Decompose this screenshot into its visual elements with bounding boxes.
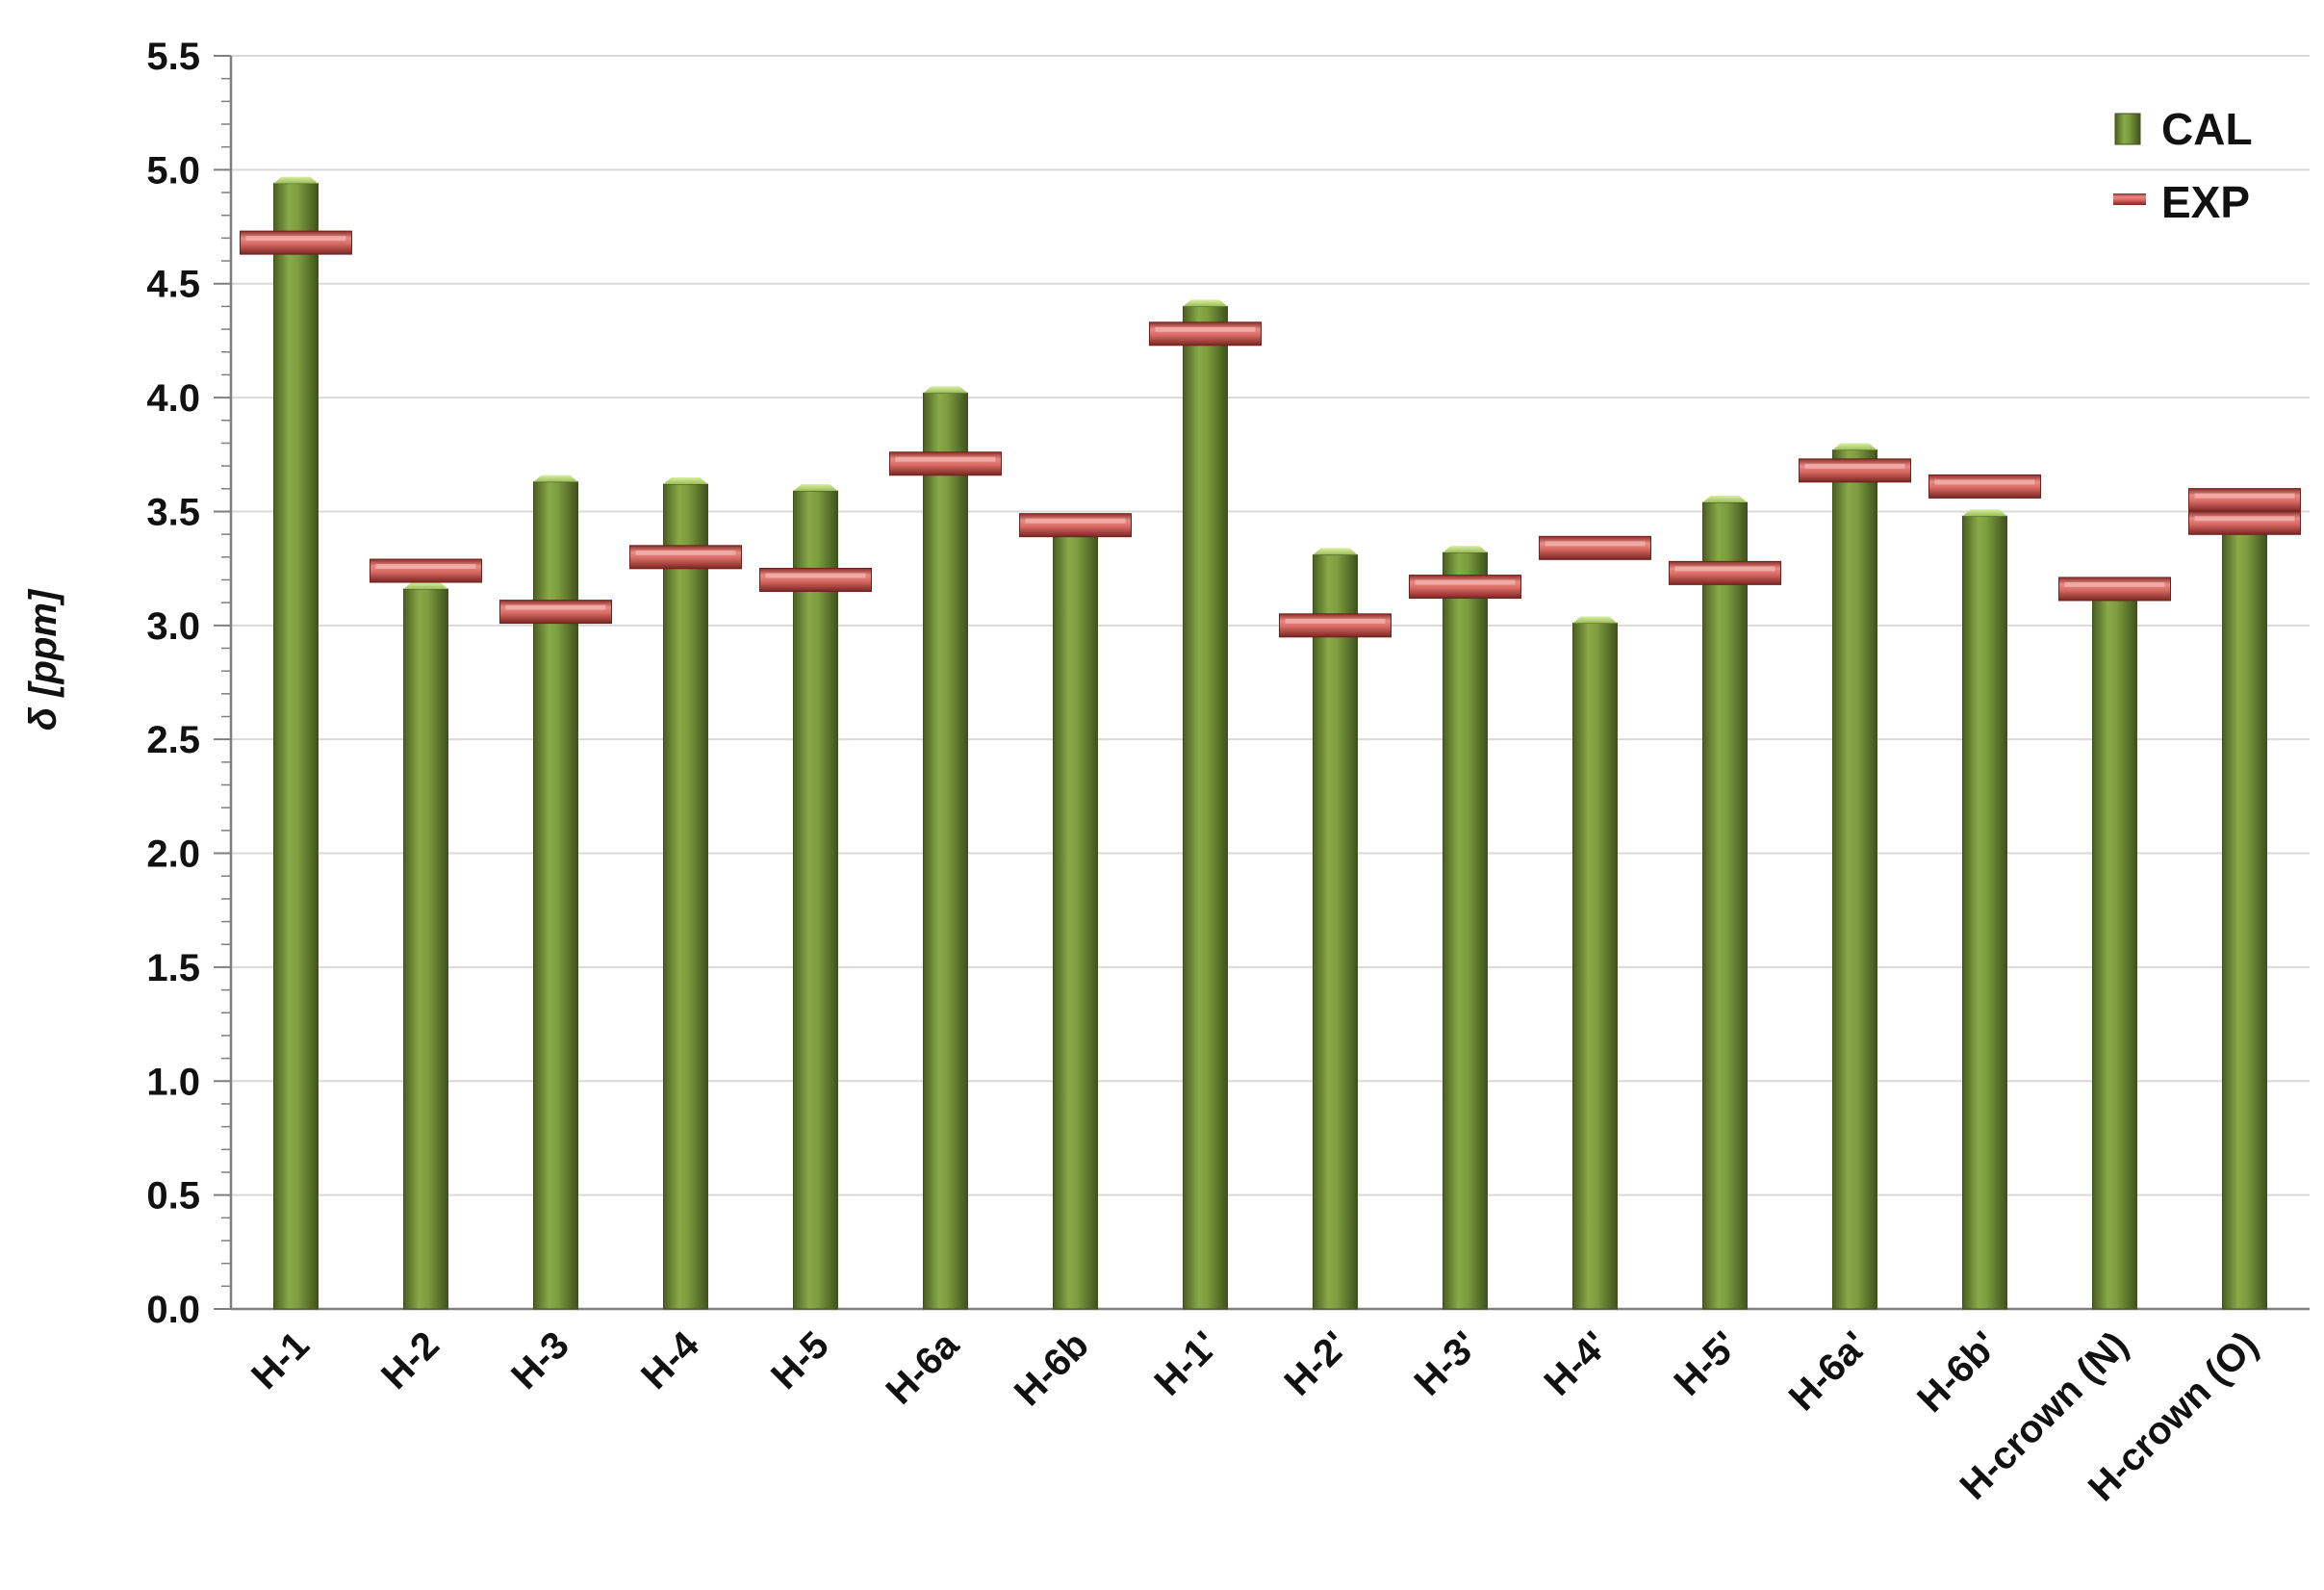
bar-cal <box>1832 449 1877 1310</box>
x-category-label: H-4' <box>1536 1323 1616 1403</box>
marker-exp <box>1669 560 1781 585</box>
marker-exp-highlight <box>1025 518 1126 524</box>
marker-exp <box>240 230 352 255</box>
bar-cal-cap <box>793 484 838 492</box>
y-tick-label: 4.5 <box>146 264 200 306</box>
legend-swatch-exp <box>2113 193 2146 205</box>
y-tick-label: 1.5 <box>146 947 200 989</box>
marker-exp <box>1279 613 1392 638</box>
x-category-label: H-3' <box>1406 1323 1486 1403</box>
y-tick-label: 1.0 <box>146 1061 200 1103</box>
y-axis-title: δ [ppm] <box>22 588 64 731</box>
x-category-label: H-6a <box>878 1323 967 1413</box>
bar-cal <box>1962 515 2007 1310</box>
x-category-label: H-5' <box>1666 1323 1746 1403</box>
marker-exp-highlight <box>765 573 866 578</box>
marker-exp-highlight <box>2194 516 2295 522</box>
marker-exp <box>2188 510 2301 535</box>
marker-exp <box>759 567 872 592</box>
marker-exp <box>370 558 482 583</box>
bar-cal <box>793 490 838 1310</box>
marker-exp-highlight <box>2194 493 2295 499</box>
y-tick-label: 3.0 <box>146 605 200 648</box>
x-category-label: H-2 <box>373 1323 447 1398</box>
bar-cal-cap <box>1183 299 1228 307</box>
bar-cal <box>2222 520 2267 1310</box>
x-category-label: H-1 <box>243 1323 318 1398</box>
marker-exp <box>1928 474 2041 499</box>
marker-exp-highlight <box>1155 326 1256 332</box>
marker-exp-highlight <box>505 604 606 610</box>
marker-exp-highlight <box>1415 579 1516 585</box>
y-tick-label: 0.0 <box>146 1289 200 1331</box>
x-category-label: H-2' <box>1276 1323 1356 1403</box>
x-category-label: H-3 <box>503 1323 577 1398</box>
bar-cal <box>273 183 319 1310</box>
bar-cal <box>2092 597 2137 1310</box>
y-tick-label: 2.5 <box>146 719 200 761</box>
x-category-label: H-6b' <box>1909 1323 2006 1421</box>
marker-exp-highlight <box>1545 541 1646 547</box>
bar-cal <box>403 588 448 1310</box>
bar-cal <box>1183 305 1228 1310</box>
y-tick-label: 0.5 <box>146 1175 200 1218</box>
marker-exp <box>1019 513 1132 538</box>
marker-exp <box>629 545 742 570</box>
bar-cal-cap <box>1962 509 2007 517</box>
marker-exp-highlight <box>1804 463 1905 469</box>
y-tick-label: 4.0 <box>146 377 200 420</box>
bar-cal-cap <box>403 581 448 589</box>
marker-exp <box>1409 575 1521 600</box>
y-tick-label: 5.5 <box>146 36 200 78</box>
marker-exp-highlight <box>1934 479 2035 485</box>
marker-exp <box>1799 458 1911 483</box>
bar-cal-cap <box>1443 546 1488 553</box>
legend-label-exp: EXP <box>2161 177 2250 227</box>
marker-exp <box>2188 488 2301 513</box>
bar-cal-cap <box>1572 616 1618 624</box>
bar-cal <box>1443 551 1488 1310</box>
x-category-label: H-5 <box>763 1323 837 1398</box>
legend-label-cal: CAL <box>2161 104 2253 154</box>
marker-exp-highlight <box>635 550 736 555</box>
marker-exp-highlight <box>245 236 346 242</box>
bar-cal-cap <box>1832 443 1877 450</box>
bar-cal <box>663 483 708 1310</box>
bar-cal-cap <box>273 176 319 184</box>
bar-cal <box>1053 528 1098 1310</box>
bar-cal-cap <box>923 386 968 394</box>
x-category-label: H-1' <box>1146 1323 1226 1403</box>
legend: CAL EXP <box>2113 104 2253 227</box>
marker-exp-highlight <box>375 564 476 570</box>
bar-cal <box>1702 501 1748 1310</box>
x-category-label: H-6a' <box>1781 1323 1877 1419</box>
bar-cal <box>1313 553 1358 1310</box>
marker-exp <box>2058 577 2171 602</box>
y-tick-label: 2.0 <box>146 833 200 876</box>
marker-exp <box>889 451 1002 476</box>
x-category-label: H-6b <box>1007 1323 1097 1414</box>
bar-cal-cap <box>663 477 708 485</box>
bar-cal-cap <box>1313 548 1358 555</box>
bar-cal <box>1572 622 1618 1310</box>
marker-exp-highlight <box>895 456 996 462</box>
x-category-label: H-4 <box>633 1323 707 1398</box>
bar-cal <box>923 392 968 1310</box>
marker-exp <box>1149 321 1262 346</box>
marker-exp-highlight <box>1674 566 1775 572</box>
bar-cal-cap <box>1702 495 1748 502</box>
y-tick-label: 5.0 <box>146 149 200 192</box>
bar-cal-cap <box>533 474 578 482</box>
marker-exp <box>1539 535 1651 560</box>
marker-exp-highlight <box>2064 581 2165 587</box>
legend-swatch-cal <box>2114 113 2141 145</box>
y-tick-label: 3.5 <box>146 491 200 533</box>
marker-exp-highlight <box>1285 618 1386 624</box>
marker-exp <box>499 600 612 625</box>
